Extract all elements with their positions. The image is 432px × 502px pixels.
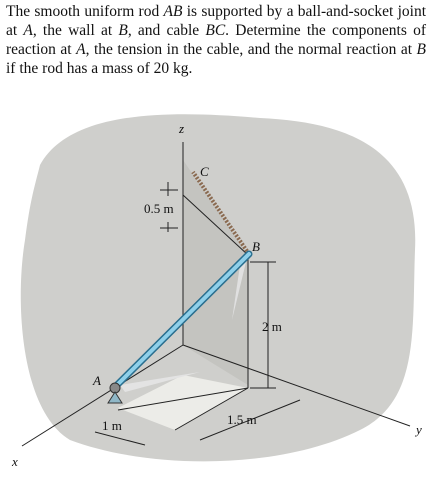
support [107, 391, 123, 404]
label: y [414, 422, 422, 437]
label: B [252, 239, 260, 254]
text-run: , the wall at [32, 22, 119, 39]
text-run: B [118, 22, 128, 39]
wall [183, 160, 248, 385]
label: x [11, 454, 18, 469]
text-run: , and cable [127, 22, 206, 39]
text-run: A [23, 22, 33, 39]
text-run: , the tension in the cable, and the norm… [85, 41, 417, 58]
text-run: B [416, 41, 427, 58]
label: 0.5 m [144, 201, 174, 216]
shadow [232, 262, 246, 320]
label: 1.5 m [227, 412, 257, 427]
problem-statement: The smooth uniform rod AB is supported b… [6, 2, 426, 78]
label: C [200, 164, 209, 179]
rod-highlight [113, 252, 251, 389]
text-run: AB [163, 3, 183, 20]
label: A [92, 373, 101, 388]
text-run: . Determine the components of reaction a… [6, 22, 427, 58]
text-run: BC [205, 22, 226, 39]
label: 1 m [102, 418, 122, 433]
axes [21, 142, 411, 447]
shadow [120, 372, 200, 392]
label: 2 m [262, 319, 282, 334]
text-run: The smooth uniform rod [6, 3, 164, 20]
text-run: A [76, 41, 86, 58]
text-run: is supported by a ball-and-socket joint … [6, 3, 427, 39]
text-run: if the rod has a mass of 20 kg. [6, 60, 193, 77]
floor-patch [118, 375, 248, 430]
cable [191, 170, 251, 256]
label: z [178, 121, 184, 136]
